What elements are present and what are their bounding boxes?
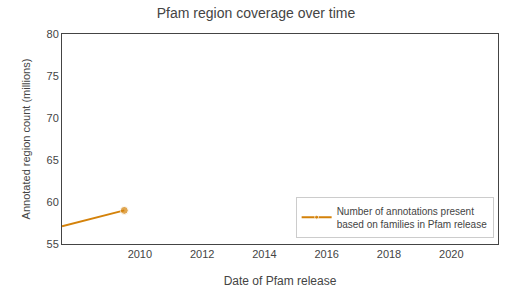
svg-text:2020: 2020	[439, 248, 463, 260]
svg-text:2016: 2016	[314, 248, 338, 260]
svg-text:55: 55	[47, 238, 59, 250]
svg-text:2014: 2014	[252, 248, 276, 260]
svg-text:75: 75	[47, 70, 59, 82]
svg-text:Date of Pfam release: Date of Pfam release	[224, 274, 337, 288]
svg-text:80: 80	[47, 28, 59, 40]
svg-text:Pfam region coverage over time: Pfam region coverage over time	[157, 5, 356, 21]
svg-text:60: 60	[47, 196, 59, 208]
svg-text:Number of annotations presentb: Number of annotations presentbased on fa…	[337, 206, 488, 230]
svg-text:65: 65	[47, 154, 59, 166]
svg-text:Annotated region count (millio: Annotated region count (millions)	[20, 59, 32, 220]
svg-text:70: 70	[47, 112, 59, 124]
svg-text:2018: 2018	[377, 248, 401, 260]
svg-text:2010: 2010	[128, 248, 152, 260]
svg-text:2012: 2012	[190, 248, 214, 260]
